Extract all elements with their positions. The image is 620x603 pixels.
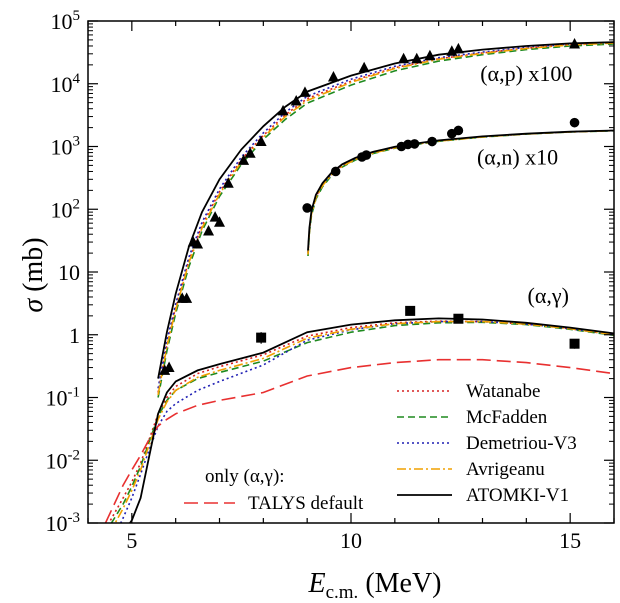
curve-alpha-gamma-talys-default	[104, 358, 614, 523]
data-point-alpha-p	[452, 42, 464, 54]
data-point-alpha-p	[222, 177, 234, 188]
curve-alpha-gamma-avrigeanu	[114, 320, 614, 523]
y-tick-label: 104	[51, 71, 81, 97]
curve-alpha-n-atomki-v1	[307, 129, 614, 251]
y-tick-label: 105	[51, 8, 81, 34]
data-point-alpha-p	[163, 361, 175, 373]
legend-label-talys-default: TALYS default	[248, 493, 364, 514]
data-point-alpha-p	[181, 292, 193, 303]
data-point-alpha-gamma	[569, 338, 580, 349]
curve-alpha-p-avrigeanu	[157, 42, 614, 396]
data-point-alpha-p	[290, 95, 302, 106]
data-point-alpha-p	[277, 104, 289, 116]
y-tick-label: 1	[69, 323, 80, 348]
data-point-alpha-p	[192, 237, 204, 249]
data-point-alpha-n	[302, 203, 312, 213]
data-point-alpha-n	[409, 139, 420, 149]
x-tick-label: 15	[559, 528, 581, 553]
data-point-alpha-p	[203, 225, 215, 236]
legend: Watanabe McFadden Demetriou-V3 Avrigeanu ATO…	[184, 381, 577, 514]
curve-alpha-gamma-atomki-v1	[128, 317, 614, 523]
data-point-alpha-gamma	[405, 305, 416, 316]
data-point-alpha-p	[424, 49, 436, 61]
data-point-alpha-p	[327, 71, 339, 82]
curve-alpha-n-mcfadden	[307, 130, 614, 257]
data-point-alpha-n	[569, 117, 580, 128]
x-axis-title: Ec.m. (MeV)	[307, 568, 441, 603]
data-point-alpha-p	[159, 364, 171, 375]
data-point-alpha-p	[411, 52, 423, 64]
data-point-alpha-n	[427, 136, 437, 147]
y-tick-label: 10-2	[46, 447, 81, 473]
data-point-alpha-n	[361, 150, 372, 160]
data-point-alpha-p	[214, 216, 225, 227]
measured-data-points	[159, 37, 581, 375]
reaction-labels: (α,p) x100 (α,n) x10 (α,γ)	[477, 61, 572, 308]
x-tick-label: 5	[126, 528, 137, 553]
data-point-alpha-gamma	[256, 332, 267, 343]
legend-label-avrigeanu: Avrigeanu	[466, 459, 545, 480]
reaction-label: (α,n) x10	[477, 144, 558, 169]
legend-heading: only (α,γ):	[205, 466, 285, 487]
legend-label-watanabe: Watanabe	[466, 381, 540, 402]
data-point-alpha-p	[299, 86, 311, 97]
curve-alpha-n-demetriou-v3	[307, 129, 614, 252]
y-axis-title: σ (mb)	[18, 237, 49, 312]
legend-label-demetriou-v3: Demetriou-V3	[466, 433, 577, 454]
data-point-alpha-p	[255, 135, 267, 147]
data-point-alpha-p	[569, 37, 581, 49]
x-tick-label: 10	[340, 528, 362, 553]
y-tick-label: 103	[51, 134, 81, 160]
legend-label-atomki-v1: ATOMKI-V1	[466, 485, 569, 506]
data-point-alpha-n	[330, 166, 341, 177]
curve-alpha-p-mcfadden	[157, 43, 614, 398]
y-tick-label: 10	[58, 260, 80, 285]
legend-label-mcfadden: McFadden	[466, 407, 548, 428]
data-point-alpha-gamma	[453, 313, 464, 324]
data-point-alpha-p	[358, 61, 370, 73]
curve-alpha-n-avrigeanu	[307, 129, 614, 255]
reaction-label: (α,γ)	[528, 283, 569, 308]
data-point-alpha-p	[209, 211, 221, 222]
curve-alpha-p-watanabe	[157, 42, 614, 393]
data-point-alpha-n	[453, 125, 464, 136]
y-tick-label: 102	[51, 196, 81, 222]
curve-alpha-p-demetriou-v3	[157, 41, 614, 389]
curve-alpha-n-watanabe	[307, 129, 614, 254]
data-point-alpha-p	[398, 52, 410, 64]
reaction-label: (α,p) x100	[480, 61, 572, 86]
y-tick-label: 10-1	[46, 385, 81, 411]
data-point-alpha-p	[244, 147, 256, 158]
curve-alpha-p-atomki-v1	[157, 41, 614, 379]
y-tick-label: 10-3	[46, 510, 81, 536]
data-point-alpha-p	[238, 154, 250, 165]
axis-ticks: 5 10 15 10-3 10-2 10-1 1 10 102 103 104 105	[46, 8, 615, 553]
